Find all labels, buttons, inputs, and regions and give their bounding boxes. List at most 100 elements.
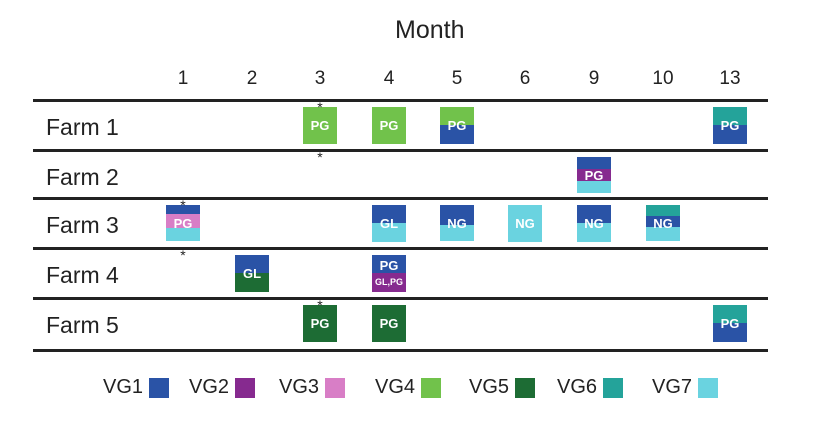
legend-label: VG2 xyxy=(189,376,230,398)
farm-label: Farm 1 xyxy=(46,114,119,140)
cell-segment xyxy=(166,223,200,229)
cell-segment xyxy=(372,223,406,242)
cell-segment xyxy=(440,125,474,144)
legend-swatch xyxy=(603,378,623,398)
month-label: 5 xyxy=(451,68,463,89)
cell-segment xyxy=(372,305,406,342)
legend-label: VG7 xyxy=(652,376,693,398)
row-rule xyxy=(33,197,768,200)
cell-segment xyxy=(577,157,611,170)
legend-swatch xyxy=(149,378,169,398)
cell-label: NG xyxy=(515,215,535,231)
row-rule xyxy=(33,149,768,152)
cell-label: PG xyxy=(310,117,330,133)
cell-label: PG xyxy=(379,258,399,273)
cell-segment xyxy=(372,205,406,224)
row-rule xyxy=(33,247,768,250)
cell-segment xyxy=(713,125,747,144)
star-marker: * xyxy=(317,149,323,165)
cell-segment xyxy=(235,255,269,274)
legend-label: VG5 xyxy=(469,376,510,398)
month-label: 2 xyxy=(246,68,258,89)
cell-segment xyxy=(372,273,406,292)
cell-segment xyxy=(713,305,747,324)
legend-swatch xyxy=(421,378,441,398)
month-label: 10 xyxy=(652,68,674,89)
legend-label: VG6 xyxy=(557,376,598,398)
legend-label: VG1 xyxy=(103,376,144,398)
cell-block: NG xyxy=(577,205,611,242)
cell-segment xyxy=(372,107,406,144)
cell-segment xyxy=(577,181,611,194)
cell-label: PG xyxy=(379,117,399,133)
month-label: 13 xyxy=(719,68,741,89)
cell-label: PG xyxy=(379,315,399,331)
legend-label: VG4 xyxy=(375,376,416,398)
cell-label: PG xyxy=(720,117,740,133)
cell-segment xyxy=(166,205,200,215)
cell-block: PG xyxy=(166,205,200,242)
cell-segment xyxy=(440,107,474,126)
cell-label: GL xyxy=(242,265,262,281)
cell-segment xyxy=(166,214,200,224)
cell-label: PG xyxy=(310,315,330,331)
farm-label: Farm 4 xyxy=(46,262,119,288)
month-label: 4 xyxy=(383,68,395,89)
month-label: 1 xyxy=(177,68,189,89)
cell-block: GL xyxy=(372,205,406,242)
cell-block: PG xyxy=(303,305,337,342)
cell-segment xyxy=(646,226,680,242)
cell-block: NG xyxy=(508,205,542,242)
cell-block: PG xyxy=(440,107,474,144)
star-marker: * xyxy=(317,297,323,313)
cell-sublabel: GL,PG xyxy=(374,277,403,287)
cell-label: PG xyxy=(173,215,193,231)
cell-segment xyxy=(577,223,611,242)
cell-label: NG xyxy=(447,215,467,231)
cell-segment xyxy=(235,273,269,292)
cell-segment xyxy=(303,305,337,342)
cell-label: PG xyxy=(584,167,604,183)
farm-label: Farm 5 xyxy=(46,312,119,338)
cell-segment xyxy=(646,205,680,217)
cell-block: PG xyxy=(303,107,337,144)
chart-title: Month xyxy=(395,16,465,44)
cell-label: NG xyxy=(653,215,673,231)
cell-segment xyxy=(713,107,747,126)
row-rule xyxy=(33,99,768,102)
cell-segment xyxy=(713,323,747,342)
cell-label: PG xyxy=(720,315,740,331)
cell-block: PG xyxy=(372,305,406,342)
month-label: 6 xyxy=(519,68,531,89)
month-label: 3 xyxy=(314,68,326,89)
cell-segment xyxy=(440,224,474,242)
star-marker: * xyxy=(317,99,323,115)
row-rule xyxy=(33,349,768,352)
row-rule xyxy=(33,297,768,300)
legend-swatch xyxy=(235,378,255,398)
cell-block: GL xyxy=(235,255,269,292)
cell-block: PG xyxy=(372,107,406,144)
legend-label: VG3 xyxy=(279,376,320,398)
legend-swatch xyxy=(325,378,345,398)
month-label: 9 xyxy=(588,68,600,89)
farm-label: Farm 3 xyxy=(46,212,119,238)
farm-label: Farm 2 xyxy=(46,164,119,190)
cell-block: PG xyxy=(577,157,611,194)
cell-label: PG xyxy=(447,117,467,133)
cell-block: PG GL,PG xyxy=(372,255,406,292)
cell-segment xyxy=(166,228,200,242)
cell-segment xyxy=(440,205,474,226)
cell-block: PG xyxy=(713,305,747,342)
cell-segment xyxy=(577,168,611,182)
legend-swatch xyxy=(515,378,535,398)
cell-label: GL xyxy=(379,215,399,231)
cell-segment xyxy=(577,205,611,224)
cell-segment xyxy=(508,205,542,242)
cell-segment xyxy=(646,215,680,228)
cell-block: NG xyxy=(646,205,680,242)
cell-segment xyxy=(372,255,406,274)
cell-segment xyxy=(303,107,337,144)
cell-block: NG xyxy=(440,205,474,242)
